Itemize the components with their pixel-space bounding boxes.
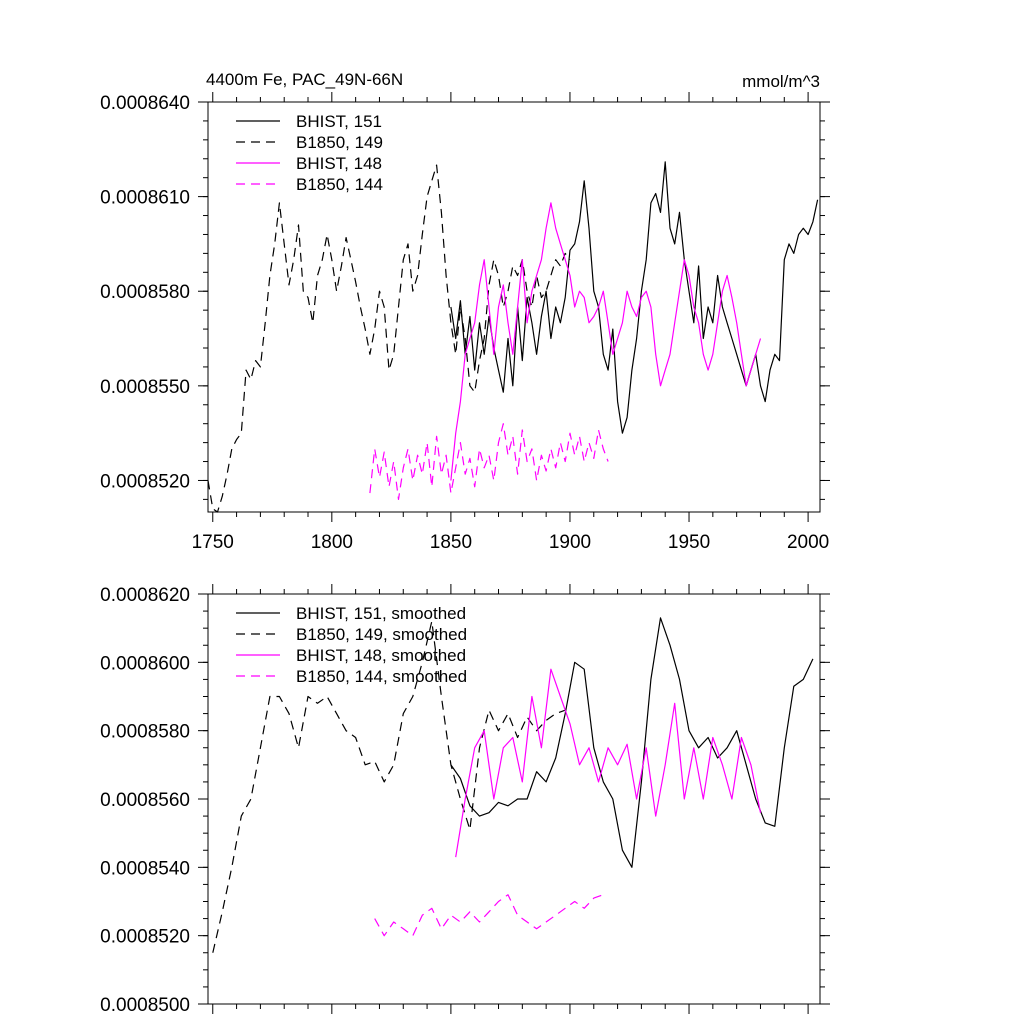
series-line-2 — [455, 668, 762, 858]
bottom-ticks: 0.0008500 0.0008520 0.0008540 0.0008560 0.00… — [100, 584, 830, 1016]
legend-label: BHIST, 151 — [296, 112, 382, 131]
y-tick-label: 0.0008600 — [100, 653, 190, 674]
y-tick-label: 0.0008540 — [100, 858, 190, 879]
top-plot-frame — [207, 101, 821, 513]
series-line-1 — [207, 164, 571, 513]
top-panel: 4400m Fe, PAC_49N-66N mmol/m^3 1750 1800 1… — [100, 70, 830, 553]
legend-label: BHIST, 148 — [296, 154, 382, 173]
y-tick-label: 0.0008610 — [100, 188, 190, 209]
bottom-legend: BHIST, 151, smoothed B1850, 149, smoothed… — [236, 604, 467, 686]
x-tick-label: 1850 — [430, 532, 472, 553]
series-line-0 — [450, 161, 819, 434]
y-tick-label: 0.0008520 — [100, 471, 190, 492]
y-tick-label: 0.0008550 — [100, 377, 190, 398]
y-tick-label: 0.0008520 — [100, 927, 190, 948]
top-legend: BHIST, 151 B1850, 149 BHIST, 148 B1850, 144 — [236, 112, 383, 194]
series-line-3 — [369, 423, 609, 500]
y-tick-label: 0.0008580 — [100, 282, 190, 303]
series-line-2 — [450, 202, 762, 481]
x-tick-label: 1900 — [549, 532, 591, 553]
y-tick-label: 0.0008580 — [100, 722, 190, 743]
x-tick-label: 1950 — [668, 532, 710, 553]
top-ticks: 1750 1800 1850 1900 1950 2000 0.0008520 0.00085… — [100, 92, 830, 553]
y-tick-label: 0.0008620 — [100, 585, 190, 606]
legend-label: B1850, 144 — [296, 175, 383, 194]
legend-label: BHIST, 151, smoothed — [296, 604, 466, 623]
top-panel-title: 4400m Fe, PAC_49N-66N — [206, 70, 403, 89]
y-tick-label: 0.0008640 — [100, 93, 190, 114]
series-line-0 — [450, 617, 814, 868]
series-line-1 — [212, 620, 566, 953]
y-tick-label: 0.0008500 — [100, 995, 190, 1016]
legend-label: BHIST, 148, smoothed — [296, 646, 466, 665]
top-panel-units: mmol/m^3 — [742, 72, 820, 91]
legend-label: B1850, 144, smoothed — [296, 667, 467, 686]
bottom-panel: 0.0008500 0.0008520 0.0008540 0.0008560 0.00… — [100, 584, 830, 1016]
x-tick-label: 2000 — [787, 532, 829, 553]
legend-label: B1850, 149 — [296, 133, 383, 152]
x-tick-label: 1800 — [311, 532, 353, 553]
legend-label: B1850, 149, smoothed — [296, 625, 467, 644]
top-series-lines — [207, 161, 819, 513]
y-tick-label: 0.0008560 — [100, 790, 190, 811]
series-line-3 — [374, 894, 604, 937]
x-tick-label: 1750 — [192, 532, 234, 553]
bottom-series-lines — [212, 617, 814, 953]
